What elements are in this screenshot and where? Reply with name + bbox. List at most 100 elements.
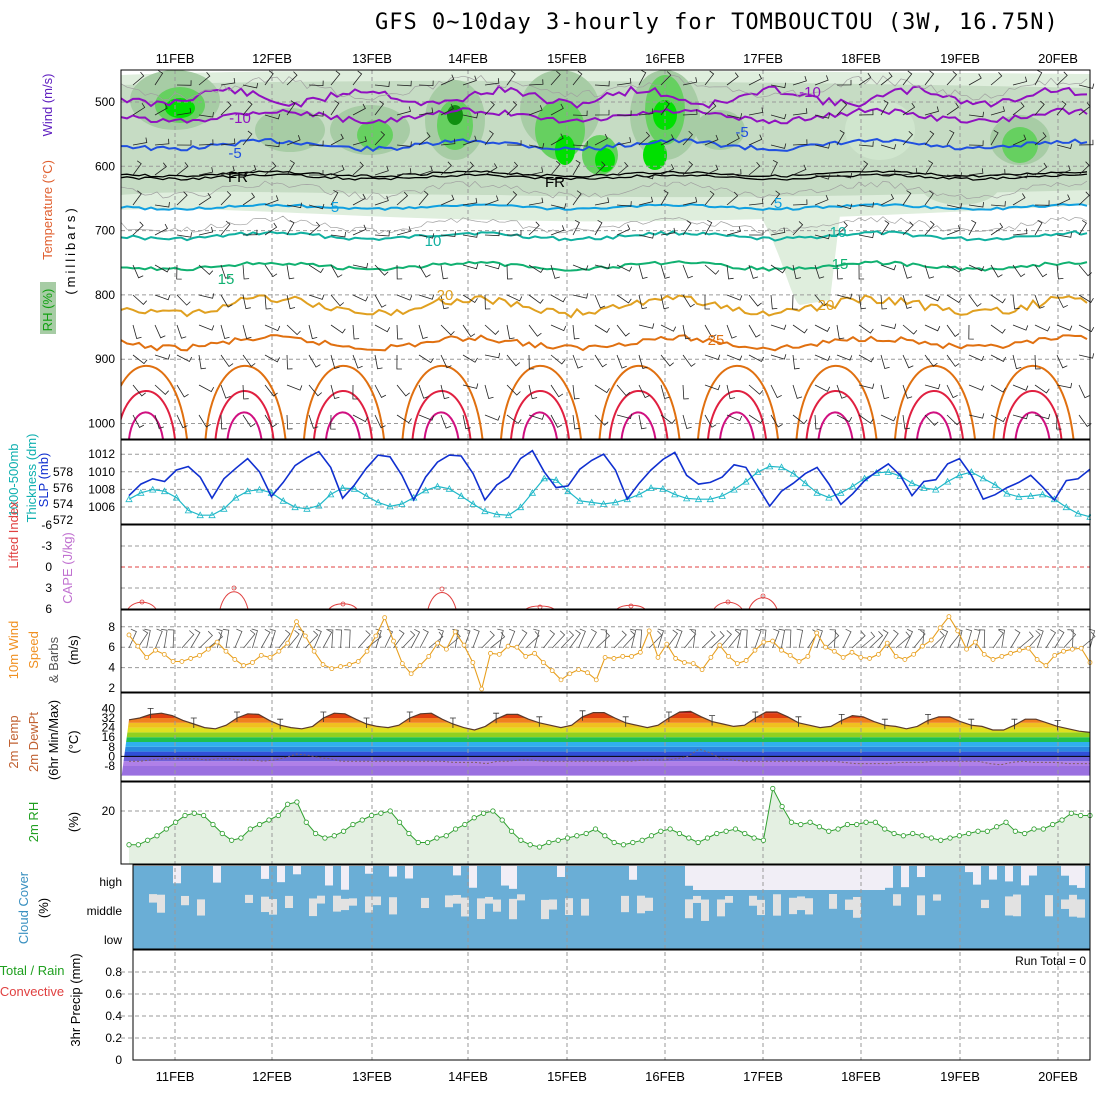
thickness-point: [445, 484, 454, 492]
wind-speed-point: [1025, 645, 1031, 651]
wind-barb: [748, 161, 761, 176]
wind-barb: [968, 264, 985, 272]
wind-barb: [880, 144, 897, 150]
wind-barb: [880, 100, 889, 116]
wind-barb: [484, 230, 500, 237]
wind-barb: [264, 113, 281, 120]
wind-barb: [132, 294, 147, 305]
wind-barb: [1034, 162, 1048, 176]
wind-barb: [814, 194, 829, 206]
surface-wind-barb: [313, 628, 322, 649]
thickness-point: [777, 463, 786, 471]
surface-wind-barb: [613, 630, 627, 649]
contour-temp-35-lobe: [916, 411, 952, 439]
wind-barb: [286, 219, 295, 236]
cloud-high-gap: [773, 866, 781, 890]
wind-barb: [594, 294, 606, 309]
temp-tick: 24: [102, 721, 116, 735]
wind-barb: [264, 354, 281, 363]
wind-barb: [594, 354, 607, 368]
rh2m-point: [322, 835, 328, 841]
cloud-high-gap: [789, 866, 797, 890]
lifted-index-point: [628, 603, 634, 609]
wind-speed-point: [435, 640, 440, 646]
wind-barb: [308, 324, 318, 340]
surface-wind-barb: [851, 631, 866, 649]
wind-speed-point: [884, 640, 890, 646]
wind-barb: [286, 294, 296, 310]
wind-barb: [1012, 102, 1025, 116]
rh2m-point: [648, 833, 655, 839]
wind-barb: [1078, 353, 1095, 359]
wind-barb: [924, 294, 941, 302]
surface-wind-barb: [784, 629, 792, 649]
cloud-middle-gap: [1005, 896, 1013, 916]
wind-barb: [418, 324, 428, 339]
wind-barb: [770, 324, 787, 330]
cloud-high-gap: [293, 866, 301, 875]
wind-barb: [660, 324, 677, 332]
surface-wind-barb: [222, 628, 230, 649]
cloud-high-gap: [1021, 866, 1029, 886]
wind-barb: [396, 141, 412, 147]
rh2m-point: [1068, 810, 1074, 816]
surface-wind-barb: [635, 629, 643, 649]
contour-label: 20: [437, 287, 454, 304]
wind-speed-point: [708, 655, 714, 660]
thickness-point: [1027, 492, 1035, 499]
wind-speed-point: [205, 646, 211, 652]
wind-barb: [1078, 139, 1094, 146]
wind-barb: [924, 354, 938, 367]
temp-color-band: [121, 746, 1090, 752]
wind-barb: [1078, 294, 1094, 303]
surface-wind-barb: [719, 630, 732, 649]
wind-speed-point: [858, 655, 864, 660]
wind-barb: [880, 220, 890, 236]
rh2m-area: [129, 788, 1090, 864]
cloud-high-gap: [1069, 866, 1077, 886]
surface-wind-barb: [419, 628, 429, 649]
bottom-date-label: 17FEB: [743, 1069, 783, 1084]
cloud-high-gap: [277, 866, 285, 883]
contour-temp-20: [121, 294, 1088, 319]
thickness-point: [730, 485, 738, 493]
wind-barb: [770, 143, 787, 149]
temp-minmax-whisker: [838, 714, 845, 725]
wind-speed-point: [690, 661, 696, 666]
thickness-point: [623, 495, 631, 503]
contour-temp-35-lobe: [128, 411, 164, 439]
wind-barb: [550, 324, 567, 332]
wind-barb: [726, 191, 739, 206]
wind-barb: [792, 354, 800, 370]
contour-temp-25-lobe: [303, 364, 385, 439]
wind-barb: [792, 75, 807, 86]
ylabel-2m-dewpt: 2m DewPt: [26, 712, 41, 772]
temp-color-band: [121, 732, 1090, 738]
wind-barb: [286, 324, 301, 336]
wind-barb: [264, 222, 278, 236]
wind-speed-point: [311, 648, 317, 654]
surface-wind-barb: [335, 629, 343, 649]
panel-frame-rh2m: [120, 781, 1091, 865]
wind-barb: [660, 164, 675, 176]
thickness-point: [564, 487, 572, 495]
thickness-point: [1062, 503, 1070, 511]
rh-contour: [121, 215, 1088, 235]
rh2m-point: [844, 821, 851, 828]
rh-shade-cell: [643, 140, 667, 170]
wind-barb: [638, 354, 648, 369]
rh2m-point: [947, 835, 953, 841]
wind-barb: [440, 161, 452, 176]
wind-barb: [198, 414, 211, 428]
thickness-point: [943, 477, 952, 485]
wind-barb: [638, 264, 648, 279]
rh2m-point: [340, 828, 347, 834]
wind-speed-point: [223, 648, 229, 654]
wind-barb: [770, 227, 786, 236]
cloud-middle-gap: [797, 896, 805, 911]
li-tick: 0: [45, 560, 52, 574]
thickness-point: [789, 469, 798, 477]
wind-speed-point: [928, 637, 934, 643]
temp-minmax-whisker: [190, 717, 197, 728]
wind-barb: [528, 264, 544, 274]
